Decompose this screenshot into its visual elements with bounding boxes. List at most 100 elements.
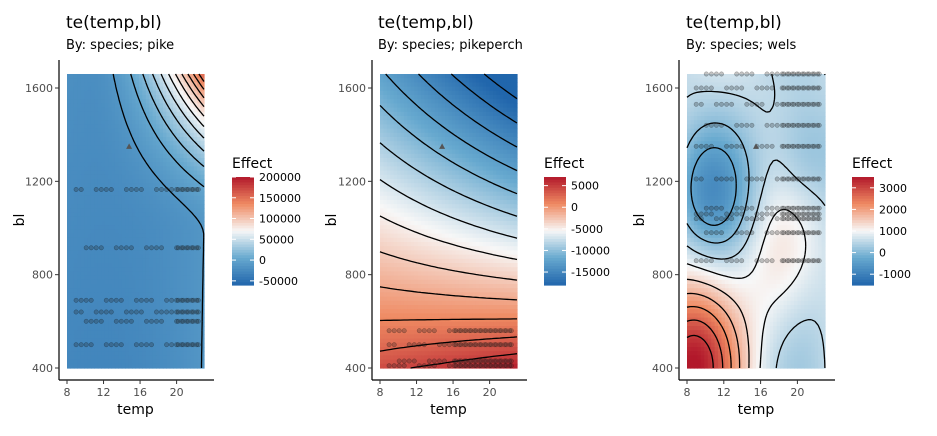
heatmap-cell [411, 276, 415, 281]
heatmap-cell [425, 95, 429, 100]
heatmap-cell [170, 288, 174, 293]
heatmap-cell [132, 364, 136, 369]
heatmap-cell [383, 229, 387, 234]
heatmap-cell [108, 141, 112, 146]
data-point [79, 298, 83, 302]
heatmap-cell [190, 351, 194, 356]
heatmap-cell [472, 255, 476, 260]
heatmap-cell [401, 141, 405, 146]
heatmap-cell [129, 364, 133, 369]
heatmap-cell [472, 204, 476, 209]
data-point [94, 246, 98, 250]
heatmap-cell [122, 150, 126, 155]
heatmap-cell [77, 204, 81, 209]
heatmap-cell [77, 87, 81, 92]
heatmap-cell [476, 154, 480, 159]
heatmap-cell [411, 116, 415, 121]
heatmap-cell [105, 78, 109, 83]
heatmap-cell [149, 137, 153, 142]
heatmap-cell [94, 263, 98, 268]
heatmap-cell [514, 108, 518, 113]
heatmap-cell [479, 208, 483, 213]
heatmap-cell [452, 78, 456, 83]
heatmap-cell [146, 221, 150, 226]
heatmap-cell [84, 175, 88, 180]
heatmap-cell [507, 99, 511, 104]
heatmap-cell [70, 162, 74, 167]
heatmap-cell [98, 87, 102, 92]
heatmap-cell [94, 145, 98, 150]
heatmap-cell [112, 137, 116, 142]
heatmap-cell [136, 318, 140, 323]
heatmap-cell [380, 171, 384, 176]
heatmap-cell [163, 133, 167, 138]
heatmap-cell [197, 355, 201, 360]
heatmap-cell [414, 271, 418, 276]
heatmap-cell [194, 364, 198, 369]
heatmap-cell [70, 74, 74, 79]
heatmap-cell [469, 234, 473, 239]
heatmap-cell [425, 103, 429, 108]
heatmap-cell [404, 175, 408, 180]
heatmap-cell [101, 150, 105, 155]
heatmap-cell [380, 116, 384, 121]
heatmap-cell [469, 179, 473, 184]
heatmap-cell [98, 196, 102, 201]
heatmap-cell [166, 196, 170, 201]
heatmap-cell [149, 179, 153, 184]
heatmap-cell [507, 204, 511, 209]
heatmap-cell [390, 120, 394, 125]
heatmap-cell [503, 103, 507, 108]
heatmap-cell [394, 250, 398, 255]
heatmap-cell [105, 276, 109, 281]
heatmap-cell [91, 166, 95, 171]
heatmap-cell [146, 238, 150, 243]
heatmap-cell [390, 124, 394, 129]
heatmap-cell [88, 360, 92, 365]
heatmap-cell [469, 187, 473, 192]
heatmap-cell [156, 250, 160, 255]
heatmap-cell [486, 141, 490, 146]
heatmap-cell [139, 221, 143, 226]
heatmap-cell [387, 171, 391, 176]
heatmap-cell [201, 175, 205, 180]
heatmap-cell [486, 242, 490, 247]
heatmap-cell [132, 108, 136, 113]
heatmap-cell [445, 246, 449, 251]
heatmap-cell [177, 351, 181, 356]
heatmap-cell [112, 213, 116, 218]
heatmap-cell [88, 192, 92, 197]
heatmap-cell [411, 112, 415, 117]
heatmap-cell [146, 330, 150, 335]
heatmap-cell [197, 234, 201, 239]
heatmap-cell [383, 120, 387, 125]
heatmap-cell [503, 74, 507, 79]
heatmap-cell [514, 183, 518, 188]
heatmap-cell [84, 229, 88, 234]
heatmap-cell [173, 267, 177, 272]
heatmap-cell [142, 292, 146, 297]
heatmap-cell [486, 221, 490, 226]
heatmap-cell [163, 162, 167, 167]
heatmap-cell [387, 87, 391, 92]
heatmap-cell [81, 225, 85, 230]
heatmap-cell [101, 196, 105, 201]
heatmap-cell [94, 330, 98, 335]
heatmap-cell [156, 150, 160, 155]
heatmap-cell [469, 154, 473, 159]
heatmap-cell [159, 250, 163, 255]
heatmap-cell [507, 221, 511, 226]
heatmap-cell [455, 204, 459, 209]
heatmap-cell [387, 103, 391, 108]
heatmap-cell [98, 171, 102, 176]
heatmap-cell [125, 284, 129, 289]
heatmap-cell [435, 99, 439, 104]
heatmap-cell [507, 78, 511, 83]
heatmap-cell [159, 339, 163, 344]
heatmap-cell [166, 208, 170, 213]
heatmap-cell [88, 141, 92, 146]
heatmap-cell [146, 305, 150, 310]
heatmap-cell [435, 154, 439, 159]
heatmap-cell [125, 364, 129, 369]
heatmap-cell [112, 305, 116, 310]
